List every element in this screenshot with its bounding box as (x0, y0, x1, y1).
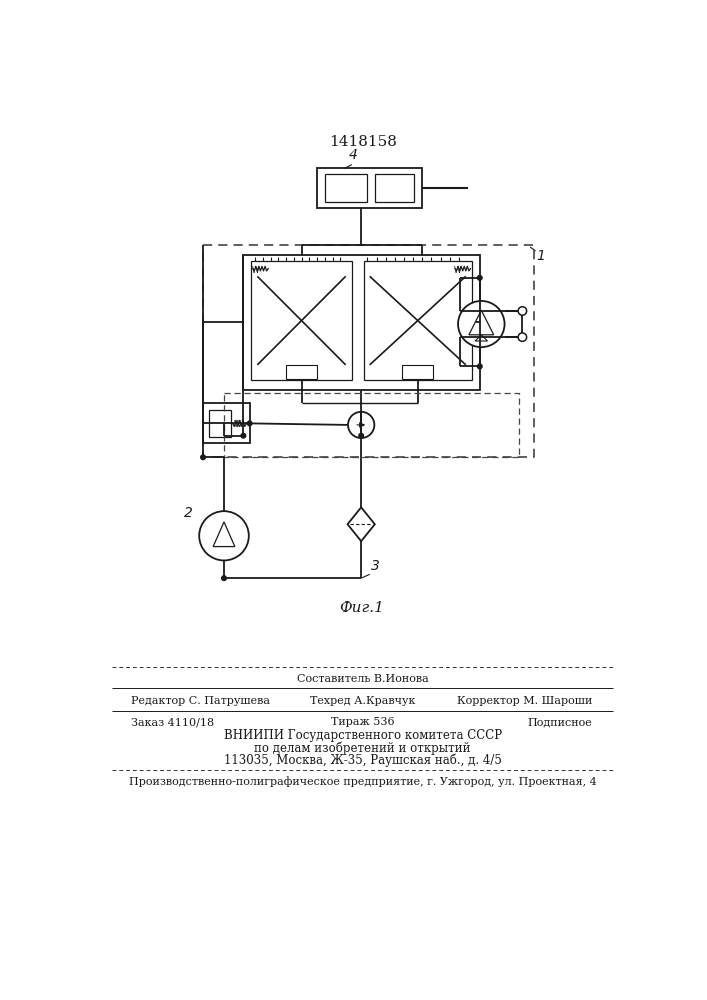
Polygon shape (475, 335, 488, 341)
Bar (317, 168, 421, 208)
Text: Составитель В.Ионова: Составитель В.Ионова (297, 674, 428, 684)
Bar (251, 261, 352, 380)
Text: Корректор М. Шароши: Корректор М. Шароши (457, 696, 592, 706)
Text: W: W (233, 420, 241, 429)
Text: ВНИИПИ Государственного комитета СССР: ВНИИПИ Государственного комитета СССР (223, 730, 502, 742)
Circle shape (222, 576, 226, 580)
Text: 2: 2 (184, 506, 193, 520)
Circle shape (359, 433, 363, 438)
Bar (286, 365, 317, 379)
Text: Тираж 536: Тираж 536 (331, 717, 395, 727)
Bar (375, 174, 414, 202)
Text: 4: 4 (349, 148, 358, 162)
Bar (402, 365, 433, 379)
Circle shape (348, 412, 374, 438)
Text: по делам изобретений и открытий: по делам изобретений и открытий (255, 742, 471, 755)
Bar (203, 403, 250, 443)
Circle shape (518, 307, 527, 315)
Circle shape (518, 333, 527, 341)
Polygon shape (213, 522, 235, 547)
Bar (209, 410, 231, 437)
Text: Заказ 4110/18: Заказ 4110/18 (131, 717, 214, 727)
Text: Фиг.1: Фиг.1 (339, 601, 384, 615)
Text: W: W (252, 266, 259, 275)
Bar (243, 255, 480, 389)
Text: Техред А.Кравчук: Техред А.Кравчук (310, 696, 416, 706)
Circle shape (199, 511, 249, 560)
Polygon shape (348, 507, 375, 541)
Circle shape (241, 433, 246, 438)
Text: Подписное: Подписное (527, 717, 592, 727)
Circle shape (477, 364, 482, 369)
Text: W: W (453, 266, 461, 275)
Polygon shape (469, 310, 493, 335)
Bar (325, 174, 368, 202)
Text: Производственно-полиграфическое предприятие, г. Ужгород, ул. Проектная, 4: Производственно-полиграфическое предприя… (129, 776, 597, 787)
Text: 1: 1 (537, 249, 545, 263)
Text: 3: 3 (371, 559, 380, 573)
Bar (363, 261, 472, 380)
Circle shape (477, 276, 482, 280)
Circle shape (247, 421, 252, 426)
Text: Редактор С. Патрушева: Редактор С. Патрушева (131, 696, 270, 706)
Circle shape (201, 455, 206, 460)
Circle shape (458, 301, 505, 347)
Text: 113035, Москва, Ж-35, Раушская наб., д. 4/5: 113035, Москва, Ж-35, Раушская наб., д. … (224, 754, 502, 767)
Text: 1418158: 1418158 (329, 135, 397, 149)
